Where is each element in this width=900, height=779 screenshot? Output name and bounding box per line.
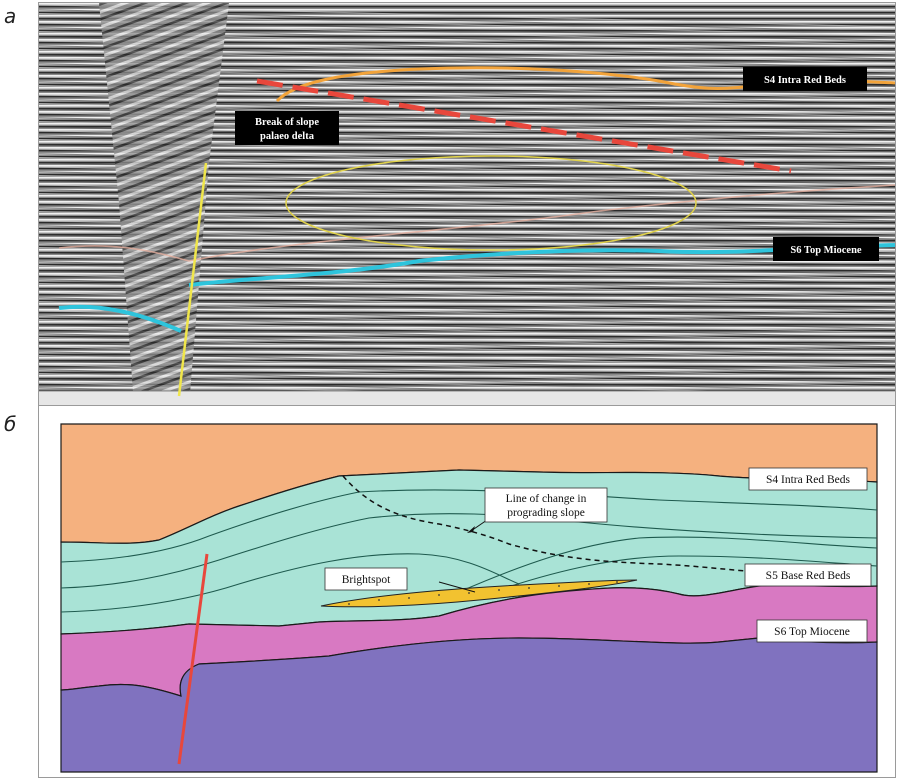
s6-label: S6 Top Miocene xyxy=(774,626,850,638)
line-change-label-box xyxy=(484,487,608,523)
interpretation-panel: S4 Intra Red Beds Line of change in prog… xyxy=(38,405,896,778)
interpretation-diagram: S4 Intra Red Beds Line of change in prog… xyxy=(39,406,895,777)
brightspot-pointer xyxy=(438,581,476,593)
intermediate-horizon xyxy=(58,184,895,262)
s6-label-box xyxy=(756,619,868,643)
brightspot-dots xyxy=(348,581,618,605)
s6-label-box xyxy=(773,237,879,261)
brightspot-label: Brightspot xyxy=(342,574,391,586)
break-label-line2: palaeo delta xyxy=(260,131,315,142)
brightspot-label-box xyxy=(324,567,408,591)
s6-horizon xyxy=(58,243,895,333)
break-of-slope-line xyxy=(256,78,792,174)
s5-label: S5 Base Red Beds xyxy=(766,570,851,582)
s4-label: S4 Intra Red Beds xyxy=(766,474,851,486)
seismic-image: S4 Intra Red Beds Break of slope palaeo … xyxy=(39,3,895,405)
fault-line xyxy=(177,162,208,397)
brightspot-lens xyxy=(320,579,638,608)
seismic-scale-bar xyxy=(39,391,895,405)
s6-label: S6 Top Miocene xyxy=(790,245,862,256)
fault-line xyxy=(177,553,209,765)
break-label-box xyxy=(235,111,339,145)
chaotic-reflector-zone xyxy=(99,3,229,405)
line-change-label-line2: prograding slope xyxy=(507,507,585,519)
panel-b-letter: б xyxy=(4,412,17,436)
line-change-label-line1: Line of change in xyxy=(506,493,587,505)
internal-strata-lines xyxy=(60,489,878,613)
s5-label-box xyxy=(744,563,872,587)
prograding-slope-change-line xyxy=(342,475,760,573)
palaeo-delta-ellipse xyxy=(285,155,697,251)
break-label-line1: Break of slope xyxy=(255,117,319,128)
s4-label-box xyxy=(743,67,867,91)
s4-label-box xyxy=(748,467,868,491)
panel-a-letter: а xyxy=(4,4,17,28)
seismic-section-panel: S4 Intra Red Beds Break of slope palaeo … xyxy=(38,2,896,406)
s4-label: S4 Intra Red Beds xyxy=(764,75,846,86)
